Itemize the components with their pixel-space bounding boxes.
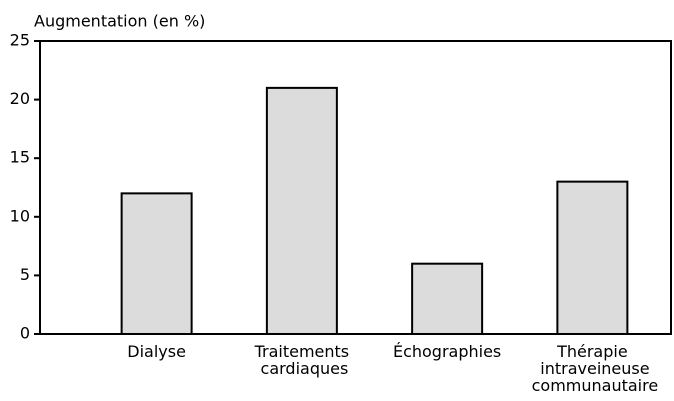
chart-title: Augmentation (en %): [34, 12, 205, 31]
plot-frame: [39, 40, 672, 335]
y-tick-label: 10: [10, 206, 30, 225]
x-tick-label: Traitements cardiaques: [254, 342, 350, 378]
bar: [120, 192, 193, 335]
y-tick-label: 25: [10, 31, 30, 50]
x-tick-label: Thérapie intraveineuse communautaire: [527, 342, 659, 395]
y-tick-label: 0: [20, 324, 30, 343]
x-tick-label: Dialyse: [127, 342, 186, 361]
y-tick-label: 20: [10, 89, 30, 108]
y-tick-label: 5: [20, 265, 30, 284]
y-tick-label: 15: [10, 148, 30, 167]
x-tick-label: Échographies: [393, 342, 501, 361]
bar: [265, 86, 338, 335]
bar: [556, 180, 629, 335]
bar: [411, 262, 484, 335]
